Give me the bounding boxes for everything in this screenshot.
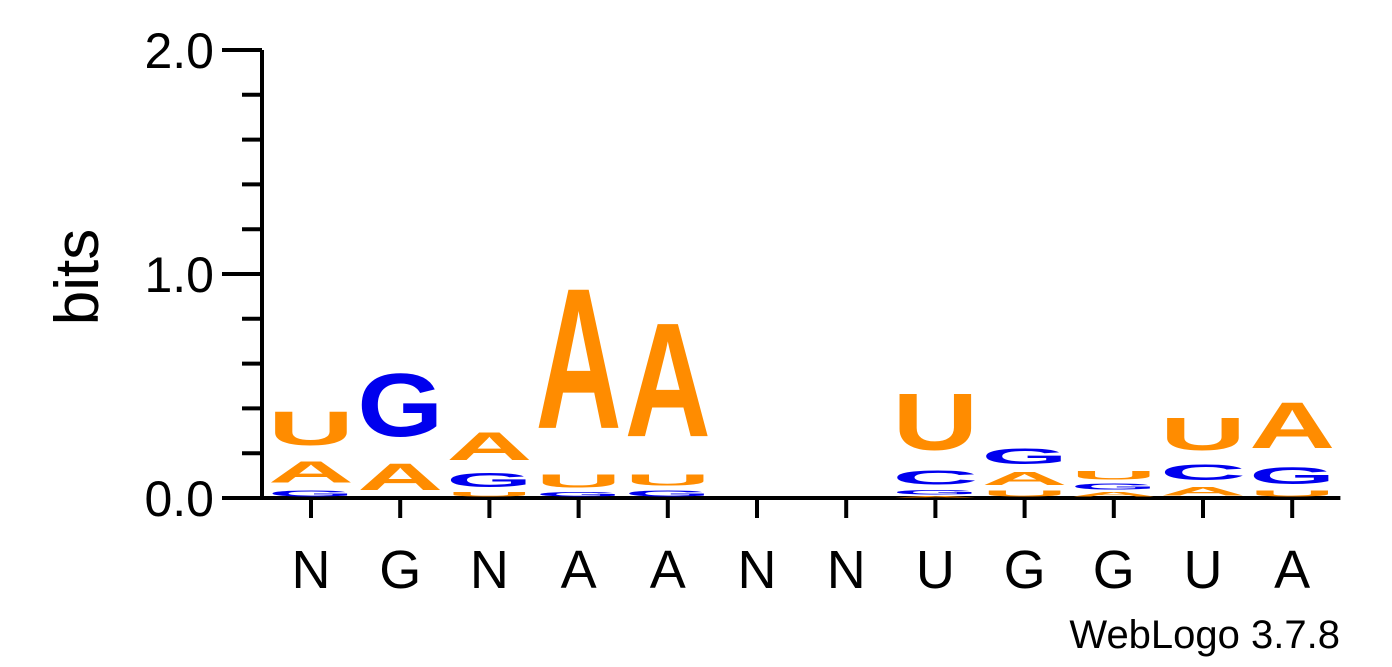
y-axis: 0.0 1.0 2.0 — [144, 23, 264, 527]
y-tick-label: 1.0 — [144, 247, 214, 303]
position-label: U — [916, 540, 955, 600]
logo-letter-a: A — [536, 247, 622, 471]
position-label: N — [827, 540, 866, 600]
logo-letter-a: A — [982, 469, 1068, 489]
logo-letter-g: G — [625, 489, 711, 498]
position-label: A — [561, 540, 597, 600]
logo-letter-u: U — [892, 377, 978, 467]
logo-letter-g: G — [892, 489, 978, 496]
logo-letter-c: C — [1160, 460, 1246, 485]
logo-letter-u: U — [1071, 469, 1157, 483]
logo-letter-a: A — [1160, 484, 1246, 498]
logo-letter-g: G — [357, 355, 443, 455]
position-label: N — [738, 540, 777, 600]
logo-letter-a: A — [625, 290, 711, 471]
logo-letter-u: U — [982, 489, 1068, 498]
y-axis-label: bits — [43, 229, 112, 325]
weblogo-credit: WebLogo 3.7.8 — [1069, 613, 1340, 657]
logo-letter-a: A — [1071, 491, 1157, 498]
logo-letter-u: U — [536, 471, 622, 491]
logo-letter-c: C — [892, 467, 978, 489]
logo-letter-g: G — [268, 489, 354, 498]
logo-letter-u: U — [446, 491, 532, 498]
position-label: G — [379, 540, 421, 600]
logo-letter-a: A — [1249, 389, 1335, 463]
logo-letter-a: A — [892, 496, 978, 498]
position-label: G — [1093, 540, 1135, 600]
position-label: G — [1004, 540, 1046, 600]
logo-letter-a: A — [357, 455, 443, 498]
position-label: N — [292, 540, 331, 600]
y-tick-label: 0.0 — [144, 471, 214, 527]
position-label: A — [650, 540, 686, 600]
logo-letter-g: G — [1071, 482, 1157, 491]
y-tick-label: 2.0 — [144, 23, 214, 79]
logo-letter-u: U — [1249, 489, 1335, 498]
position-label: A — [1274, 540, 1310, 600]
logo-letter-g: G — [446, 469, 532, 492]
logo-letter-g: G — [982, 444, 1068, 469]
logo-letter-g: G — [1249, 462, 1335, 489]
logo-letter-u: U — [625, 471, 711, 489]
logo-letter-u: U — [268, 402, 354, 456]
logo-letter-g: G — [536, 491, 622, 498]
position-label: U — [1184, 540, 1223, 600]
position-label: N — [470, 540, 509, 600]
logo-letter-u: U — [1160, 409, 1246, 461]
logo-letter-a: A — [446, 424, 532, 469]
logo-letter-a: A — [268, 455, 354, 489]
